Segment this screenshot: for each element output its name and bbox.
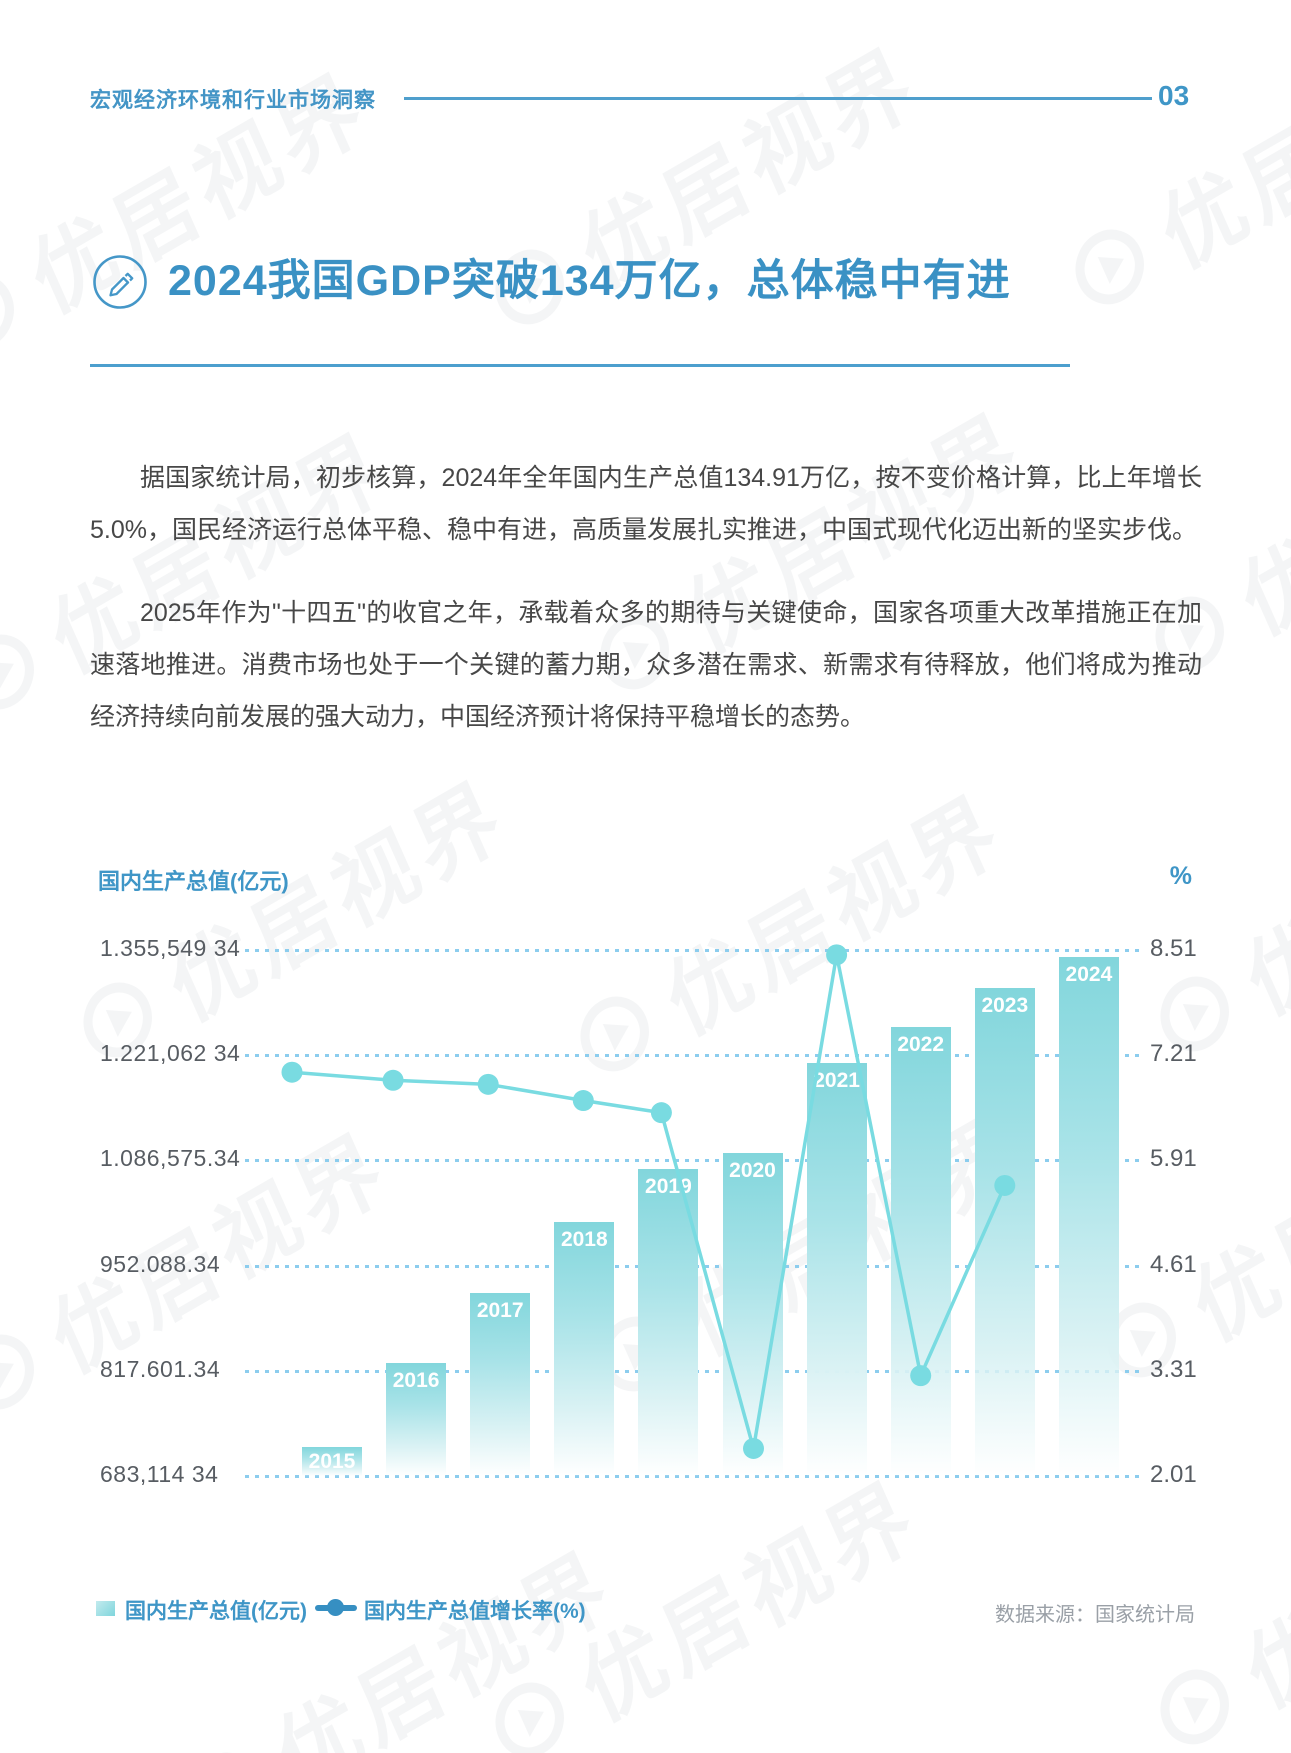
data-source-note: 数据来源：国家统计局 xyxy=(995,1604,1195,1626)
watermark-play-logo-icon xyxy=(1160,1669,1229,1744)
legend-line-dot xyxy=(327,1599,344,1616)
bar-year-label: 2024 xyxy=(1065,963,1113,986)
bar-year-label: 2022 xyxy=(897,1033,945,1057)
watermark: 优居视界 xyxy=(0,395,405,751)
right-axis-tick-label: 8.51 xyxy=(1150,935,1197,962)
growth-line-point xyxy=(572,1090,594,1112)
edit-pen-icon xyxy=(92,254,148,310)
growth-line-point xyxy=(477,1073,499,1095)
growth-line-point xyxy=(382,1069,404,1091)
header-section-title: 宏观经济环境和行业市场洞察 xyxy=(90,89,376,112)
body-paragraph-2: 2025年作为"十四五"的收官之年，承载着众多的期待与关键使命，国家各项重大改革… xyxy=(90,599,1202,731)
title-underline xyxy=(90,364,1070,367)
gdp-bar-2021: 2021 xyxy=(806,1063,867,1476)
right-axis-title: % xyxy=(1169,862,1192,890)
watermark-play-logo-icon xyxy=(495,249,564,324)
watermark: 优居视界 xyxy=(1127,357,1291,713)
watermark: 优居视界 xyxy=(467,10,936,366)
watermark-play-logo-icon xyxy=(0,1334,34,1409)
bar-year-label: 2017 xyxy=(476,1299,524,1323)
left-axis-tick-label: 1.086,575.34 xyxy=(100,1145,241,1172)
gdp-bar-2023: 2023 xyxy=(974,987,1035,1476)
bar-year-label: 2023 xyxy=(981,993,1029,1017)
bar-year-label: 2015 xyxy=(308,1449,356,1473)
legend-bar-swatch xyxy=(96,1601,115,1616)
body-paragraph-1: 据国家统计局，初步核算，2024年全年国内生产总值134.91万亿，按不变价格计… xyxy=(90,464,1202,544)
watermark-text: 优居视界 xyxy=(1227,377,1291,654)
body-text: 据国家统计局，初步核算，2024年全年国内生产总值134.91万亿，按不变价格计… xyxy=(90,452,1202,743)
gridline xyxy=(245,1475,1140,1478)
watermark: 优居视界 xyxy=(1132,737,1291,1093)
gdp-bar-2024: 2024 xyxy=(1058,957,1119,1476)
watermark: 优居视界 xyxy=(572,375,1041,731)
right-axis-tick-label: 5.91 xyxy=(1150,1145,1197,1173)
watermark-text: 优居视界 xyxy=(1147,10,1291,287)
left-axis-tick-label: 1.355,549 34 xyxy=(100,935,241,961)
right-axis-tick-label: 3.31 xyxy=(1150,1355,1197,1383)
legend-bar-label: 国内生产总值(亿元) xyxy=(125,1600,307,1623)
watermark-text: 优居视界 xyxy=(37,1115,403,1392)
left-axis-tick-label: 817.601.34 xyxy=(100,1355,221,1382)
legend-line-label: 国内生产总值增长率(%) xyxy=(364,1600,586,1623)
left-axis-tick-label: 1.221,062 34 xyxy=(100,1040,241,1067)
watermark-play-logo-icon xyxy=(1155,596,1224,671)
watermark-play-logo-icon xyxy=(600,614,669,689)
gdp-bar-2018: 2018 xyxy=(554,1222,615,1476)
right-axis-tick-label: 7.21 xyxy=(1150,1040,1197,1068)
gdp-bar-2022: 2022 xyxy=(890,1027,951,1476)
watermark-play-logo-icon xyxy=(495,1682,564,1753)
left-axis-tick-label: 683,114 34 xyxy=(100,1461,219,1487)
bar-year-label: 2019 xyxy=(645,1174,692,1198)
watermark-play-logo-icon xyxy=(0,634,34,709)
page-number: 03 xyxy=(1158,80,1190,111)
left-axis-tick-label: 952.088.34 xyxy=(100,1250,221,1277)
bar-year-label: 2020 xyxy=(729,1159,776,1183)
bar-year-label: 2021 xyxy=(813,1069,860,1093)
watermark: 优居视界 xyxy=(1047,0,1291,345)
left-axis-title: 国内生产总值(亿元) xyxy=(98,869,289,894)
growth-line-point xyxy=(281,1061,303,1083)
gdp-bar-2015: 2015 xyxy=(302,1446,362,1476)
growth-line-point xyxy=(650,1102,672,1124)
watermark-play-logo-icon xyxy=(1075,229,1144,304)
gridline xyxy=(245,949,1140,952)
watermark: 优居视界 xyxy=(55,743,524,1099)
watermark-play-logo-icon xyxy=(83,982,152,1057)
right-axis-tick-label: 4.61 xyxy=(1150,1250,1197,1278)
gdp-bar-2020: 2020 xyxy=(722,1153,783,1476)
gdp-bar-2016: 2016 xyxy=(386,1363,447,1476)
bar-year-label: 2018 xyxy=(560,1228,608,1252)
watermark-play-logo-icon xyxy=(1160,976,1229,1051)
watermark-text: 优居视界 xyxy=(1179,1083,1291,1360)
right-axis-tick-label: 2.01 xyxy=(1150,1461,1197,1488)
watermark-text: 优居视界 xyxy=(1232,757,1291,1034)
watermark: 优居视界 xyxy=(0,1095,405,1451)
header-divider-line xyxy=(404,97,1152,100)
watermark-play-logo-icon xyxy=(580,996,649,1071)
watermark-play-logo-icon xyxy=(0,274,14,349)
watermark-text: 优居视界 xyxy=(652,777,1018,1054)
gdp-bar-2019: 2019 xyxy=(638,1168,699,1476)
watermark-text: 优居视界 xyxy=(1232,1450,1291,1727)
watermark: 优居视界 xyxy=(467,1443,936,1753)
watermark-play-logo-icon xyxy=(190,1752,259,1753)
bar-year-label: 2016 xyxy=(392,1369,440,1393)
watermark: 优居视界 xyxy=(0,35,385,391)
page-title: 2024我国GDP突破134万亿，总体稳中有进 xyxy=(168,257,1011,305)
watermark: 优居视界 xyxy=(1132,1430,1291,1753)
gdp-bar-2017: 2017 xyxy=(470,1293,531,1476)
